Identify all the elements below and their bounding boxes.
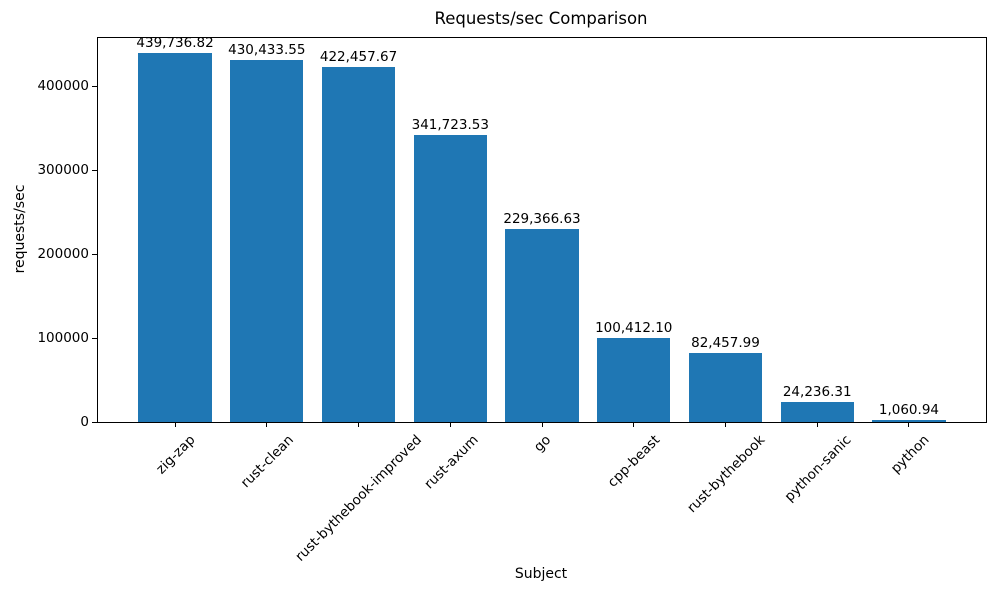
bar-rust-clean	[230, 60, 304, 422]
x-tick-mark	[633, 422, 635, 427]
x-tick-label-python: python	[887, 432, 933, 477]
bar-value-label: 24,236.31	[782, 383, 852, 400]
bar-rust-axum	[413, 134, 487, 422]
x-tick-mark	[908, 422, 910, 427]
y-tick-mark	[92, 337, 97, 339]
bar-value-label: 1,060.94	[878, 402, 939, 418]
bar-value-label: 100,412.10	[595, 319, 673, 336]
x-tick-mark	[358, 422, 360, 427]
chart-title: Requests/sec Comparison	[434, 9, 648, 28]
bar-zig-zap	[138, 52, 212, 422]
y-tick-label: 400000	[37, 78, 89, 94]
bar-value-label: 229,366.63	[503, 211, 581, 228]
bar-cpp-beast	[597, 337, 671, 422]
x-tick-mark	[266, 422, 268, 427]
bar-value-label: 430,433.55	[228, 42, 306, 59]
x-tick-label-rust-bythebook: rust-bythebook	[684, 432, 769, 517]
x-tick-mark	[724, 422, 726, 427]
bar-rust-bythebook	[688, 352, 763, 422]
x-tick-label-rust-bythebook-improved: rust-bythebook-improved	[292, 432, 426, 565]
x-axis-label: Subject	[514, 566, 568, 582]
y-axis-label: requests/sec	[12, 184, 28, 274]
x-tick-label-rust-axum: rust-axum	[420, 432, 482, 493]
bar-value-label: 82,457.99	[691, 334, 760, 351]
y-tick-label: 200000	[37, 246, 89, 262]
y-tick-mark	[92, 85, 97, 87]
y-tick-mark	[92, 421, 97, 423]
x-tick-mark	[449, 422, 451, 427]
bar-python-sanic	[780, 401, 854, 422]
y-tick-mark	[92, 169, 97, 171]
y-tick-label: 100000	[37, 330, 89, 346]
bar-value-label: 422,457.67	[319, 49, 398, 66]
x-tick-mark	[174, 422, 176, 427]
x-tick-mark	[816, 422, 818, 427]
bar-python	[872, 420, 946, 422]
x-tick-label-cpp-beast: cpp-beast	[605, 432, 664, 491]
bar-go	[505, 229, 579, 422]
bar-value-label: 341,723.53	[411, 116, 489, 133]
x-tick-label-rust-clean: rust-clean	[237, 432, 297, 492]
plot-area: 0 100000 200000 300000 400000 439,736.82 zig-z…	[37, 34, 987, 565]
y-tick-mark	[92, 253, 97, 255]
bar-rust-bythebook-improved	[321, 67, 396, 422]
x-tick-mark	[541, 422, 543, 427]
y-tick-label: 0	[80, 414, 89, 430]
bar-value-label: 439,736.82	[136, 34, 214, 51]
x-tick-label-python-sanic: python-sanic	[781, 432, 855, 505]
y-tick-label: 300000	[37, 162, 89, 178]
x-tick-label-zig-zap: zig-zap	[153, 432, 199, 478]
x-tick-label-go: go	[530, 432, 555, 456]
